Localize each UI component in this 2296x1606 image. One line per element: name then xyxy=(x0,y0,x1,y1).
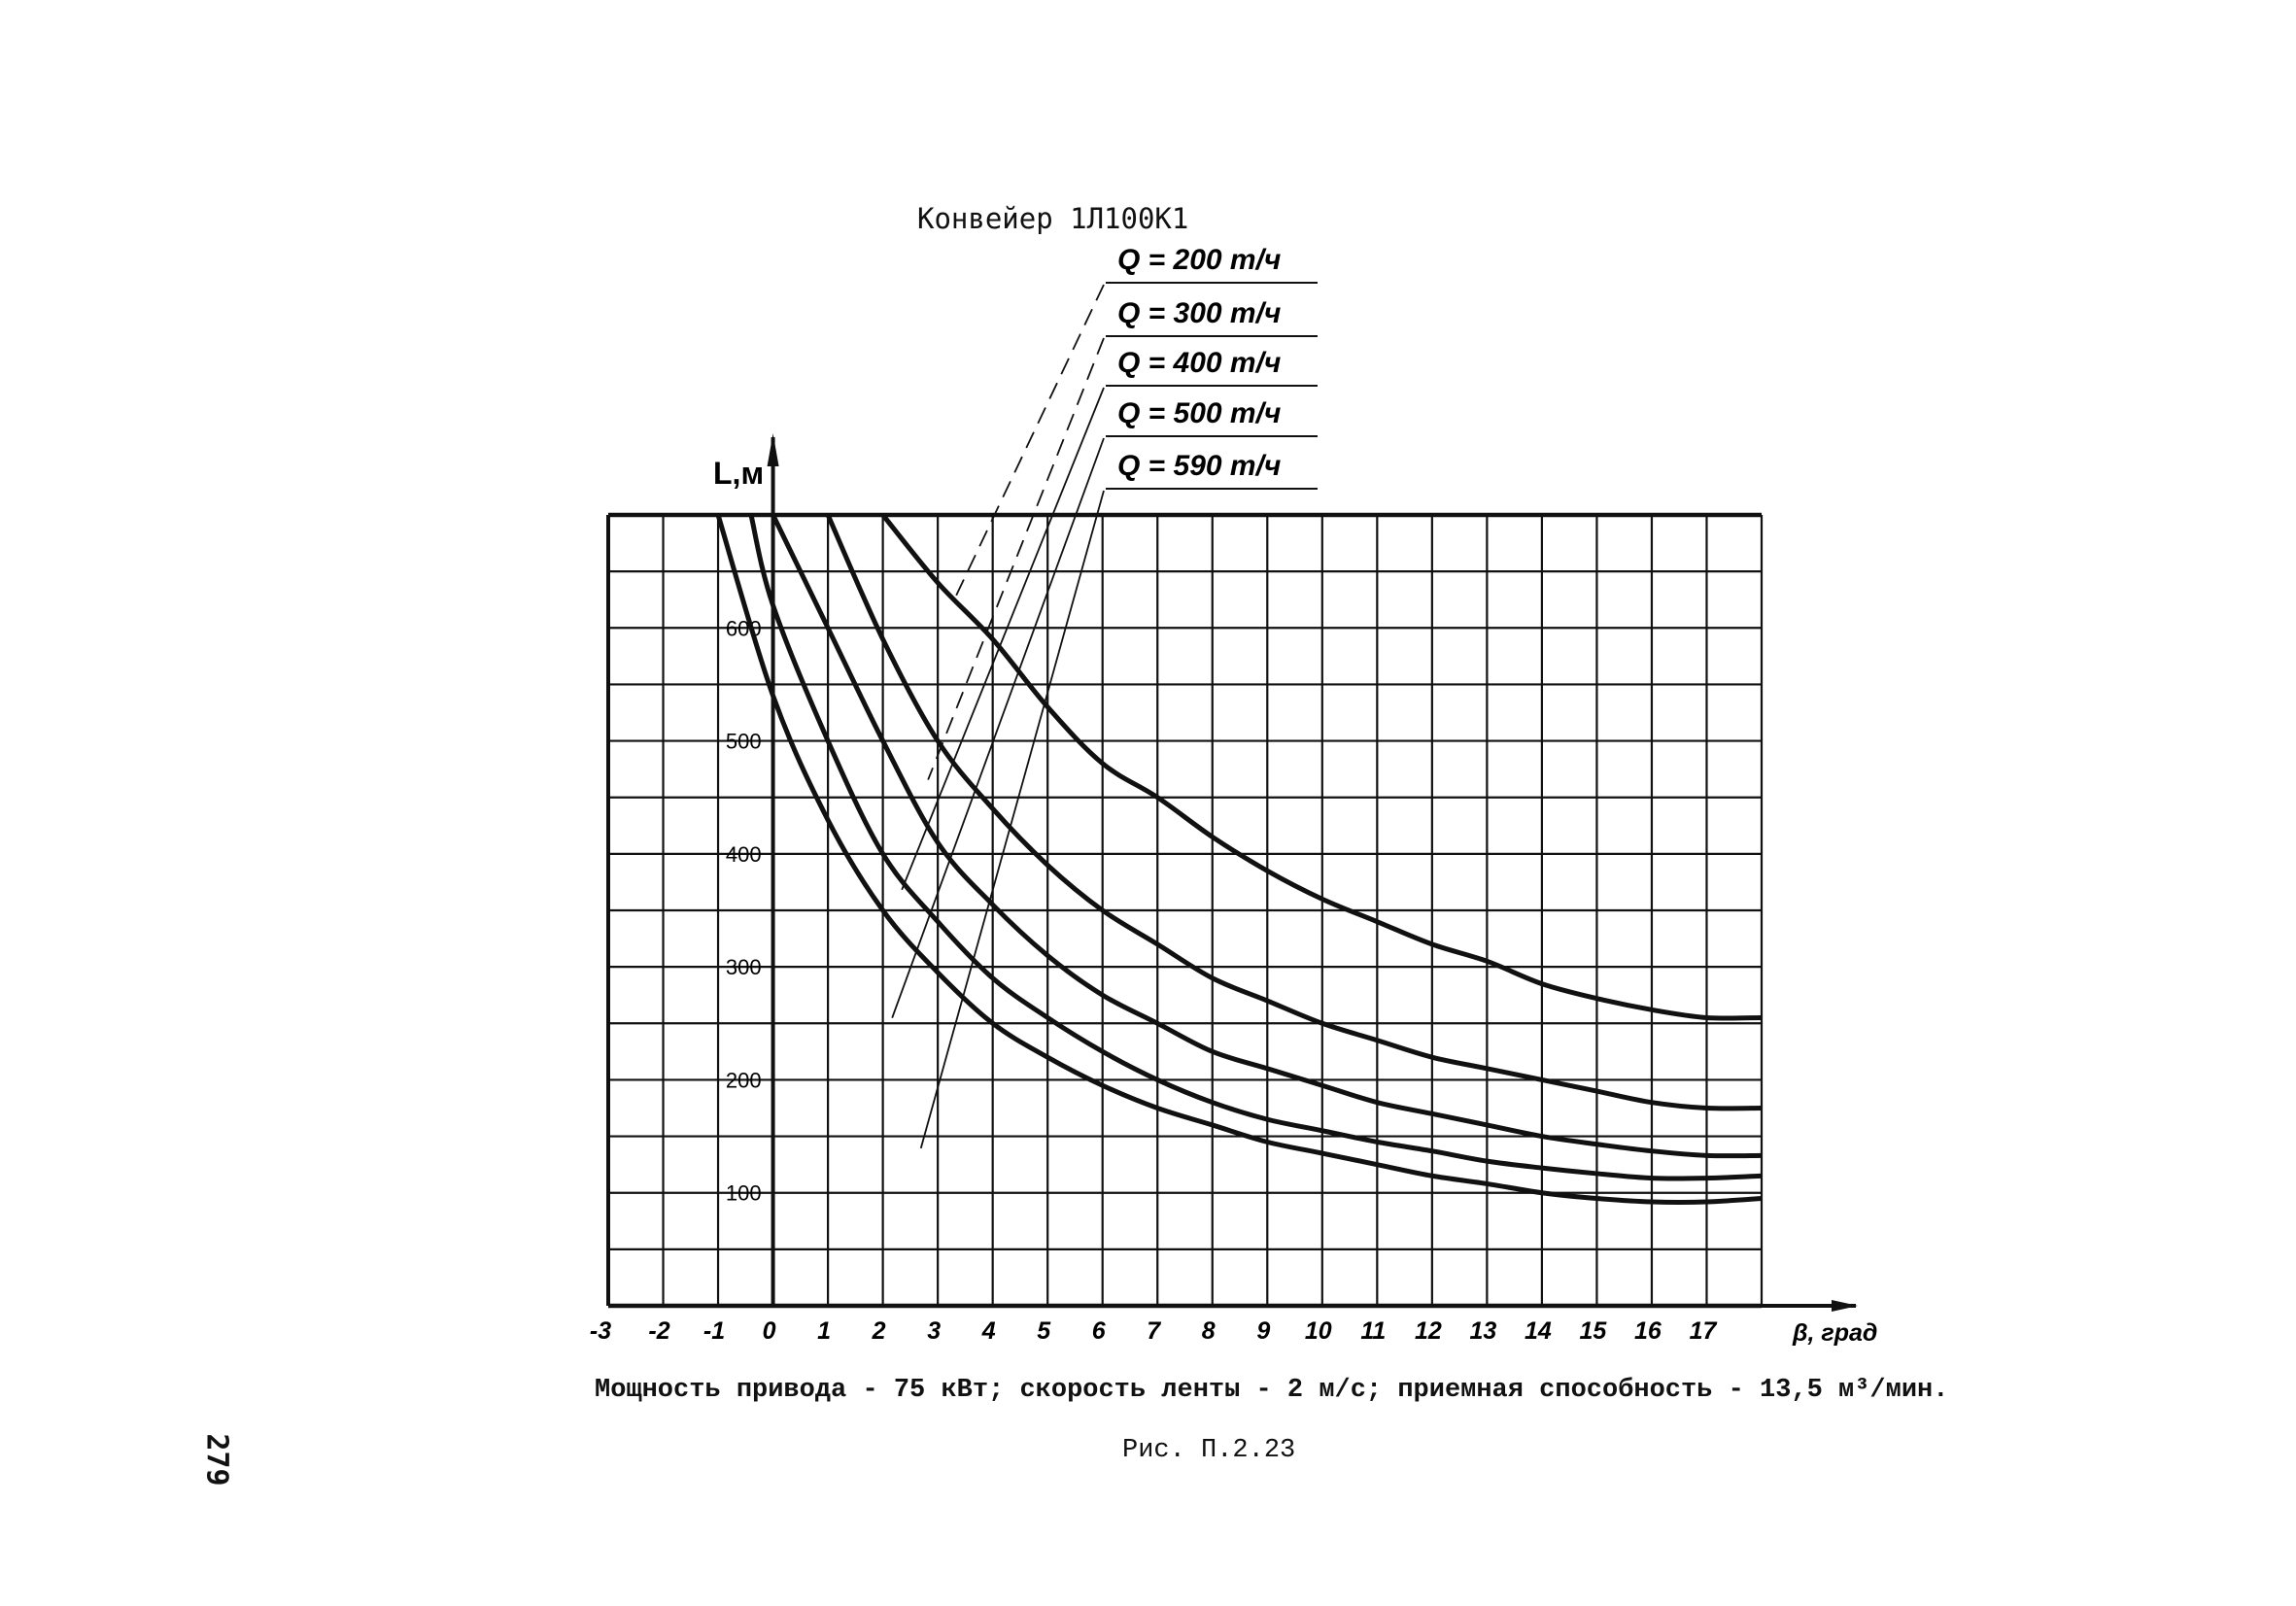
y-axis-label: L,м xyxy=(713,456,764,491)
x-tick-label: 3 xyxy=(927,1317,941,1345)
chart-title: Конвейер 1Л100К1 xyxy=(917,202,1189,235)
x-tick-label: 9 xyxy=(1256,1317,1270,1345)
y-tick-label: 100 xyxy=(726,1181,762,1206)
legend-label: Q = 500 т/ч xyxy=(1117,397,1281,429)
x-tick-label: 15 xyxy=(1580,1317,1608,1345)
legend-label: Q = 590 т/ч xyxy=(1117,450,1281,482)
x-tick-label: 17 xyxy=(1690,1317,1718,1345)
x-tick-label: 4 xyxy=(981,1317,996,1345)
y-tick-label: 500 xyxy=(726,730,762,754)
page-number: 279 xyxy=(199,1433,234,1486)
x-tick-label: 12 xyxy=(1415,1317,1442,1345)
y-tick-label: 200 xyxy=(726,1068,762,1092)
series-line-400 xyxy=(771,513,1763,1159)
figure-label: Рис. П.2.23 xyxy=(1122,1436,1296,1465)
series-line-590 xyxy=(715,514,1763,1205)
leader-line xyxy=(953,284,1105,600)
y-axis-arrow-icon xyxy=(767,433,779,466)
caption: Мощность привода - 75 кВт; скорость лент… xyxy=(595,1376,1949,1405)
x-tick-label: 1 xyxy=(817,1317,831,1345)
series-line-200 xyxy=(880,513,1763,1021)
leader-line xyxy=(891,437,1105,1019)
x-tick-label: 11 xyxy=(1360,1317,1386,1345)
legend-label: Q = 400 т/ч xyxy=(1117,347,1281,379)
x-tick-label: 5 xyxy=(1037,1317,1051,1345)
x-tick-label: 13 xyxy=(1469,1317,1496,1345)
leader-line xyxy=(901,387,1105,891)
leader-line xyxy=(927,337,1105,780)
y-tick-label: 400 xyxy=(726,842,762,867)
x-tick-label: 8 xyxy=(1202,1317,1216,1345)
x-tick-label: 6 xyxy=(1092,1317,1107,1345)
y-tick-label: 300 xyxy=(726,955,762,979)
x-tick-label: -2 xyxy=(648,1317,669,1345)
x-tick-label: 16 xyxy=(1634,1317,1662,1345)
x-tick-label: 14 xyxy=(1525,1317,1552,1345)
x-axis-label: β, град xyxy=(1792,1319,1877,1347)
series-line-500 xyxy=(748,514,1763,1181)
x-tick-label: 10 xyxy=(1305,1317,1332,1345)
x-tick-label: -1 xyxy=(703,1317,725,1345)
x-axis-arrow-icon xyxy=(1832,1300,1858,1312)
leader-line xyxy=(919,490,1105,1149)
x-tick-label: 2 xyxy=(872,1317,886,1345)
x-tick-label: 7 xyxy=(1147,1317,1161,1345)
legend-label: Q = 300 т/ч xyxy=(1117,297,1281,329)
x-tick-label: -3 xyxy=(590,1317,611,1345)
x-tick-label: 0 xyxy=(763,1317,776,1345)
legend-label: Q = 200 т/ч xyxy=(1117,244,1281,276)
series-line-300 xyxy=(825,513,1763,1111)
